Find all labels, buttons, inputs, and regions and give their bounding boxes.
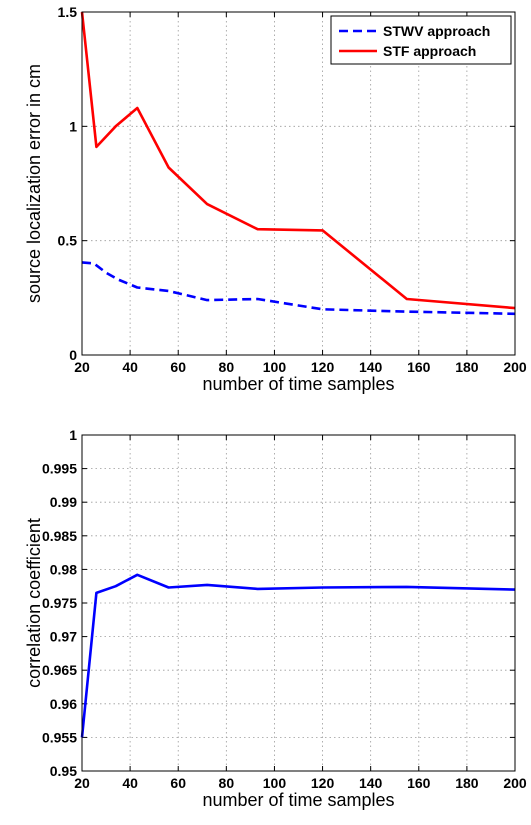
legend-box (330, 15, 512, 65)
x-tick-label: 160 (407, 359, 431, 375)
y-tick-label: 0.96 (50, 696, 77, 712)
x-tick-label: 60 (170, 775, 186, 791)
x-tick-label: 160 (407, 775, 431, 791)
x-tick-label: 180 (455, 359, 479, 375)
x-axis-label: number of time samples (202, 374, 394, 394)
x-tick-label: 120 (311, 775, 335, 791)
x-tick-label: 20 (74, 775, 90, 791)
y-tick-label: 0.955 (42, 729, 77, 745)
y-tick-label: 0.99 (50, 494, 77, 510)
legend-label-2: STF approach (383, 43, 476, 59)
x-tick-label: 60 (170, 359, 186, 375)
y-tick-label: 0.5 (58, 233, 78, 249)
y-tick-label: 1 (69, 118, 77, 134)
series-line-1 (81, 261, 516, 316)
legend: STWV approach STF approach (330, 15, 512, 65)
x-tick-label: 120 (311, 359, 335, 375)
x-tick-label: 80 (219, 359, 235, 375)
x-tick-label: 200 (503, 775, 527, 791)
y-tick-label: 0.97 (50, 629, 77, 645)
x-tick-label: 180 (455, 775, 479, 791)
plot-frame (81, 11, 516, 356)
x-tick-label: 40 (122, 359, 138, 375)
series-line-1 (80, 573, 516, 738)
y-tick-label: 0.98 (50, 561, 77, 577)
series-line-2 (80, 11, 516, 310)
y-tick-label: 1 (69, 427, 77, 443)
chart-localization-error: 20 40 60 80 100 120 140 160 180 200 0 0.5 1 1.5 number… (24, 4, 527, 394)
x-tick-label: 20 (74, 359, 90, 375)
plot-frame (81, 434, 516, 772)
x-tick-label: 100 (263, 775, 287, 791)
y-tick-label: 0 (69, 347, 77, 363)
y-tick-label: 0.965 (42, 662, 77, 678)
x-tick-label: 140 (359, 775, 383, 791)
x-tick-label: 140 (359, 359, 383, 375)
y-axis-label: source localization error in cm (24, 64, 44, 303)
legend-label-1: STWV approach (383, 23, 490, 39)
x-tick-label: 80 (219, 775, 235, 791)
y-tick-label: 0.985 (42, 528, 77, 544)
chart-correlation-coefficient: 20 40 60 80 100 120 140 160 180 200 0.95 0.955 0.96 0… (24, 427, 527, 810)
y-tick-label: 0.95 (50, 763, 77, 779)
x-tick-label: 100 (263, 359, 287, 375)
y-tick-label: 0.975 (42, 595, 77, 611)
x-axis-label: number of time samples (202, 790, 394, 810)
x-tick-label: 40 (122, 775, 138, 791)
y-axis-label: correlation coefficient (24, 518, 44, 688)
y-tick-label: 1.5 (58, 4, 78, 20)
y-tick-label: 0.995 (42, 461, 77, 477)
x-tick-label: 200 (503, 359, 527, 375)
